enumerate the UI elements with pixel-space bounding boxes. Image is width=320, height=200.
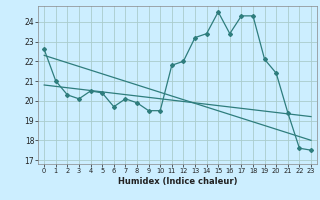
X-axis label: Humidex (Indice chaleur): Humidex (Indice chaleur)	[118, 177, 237, 186]
